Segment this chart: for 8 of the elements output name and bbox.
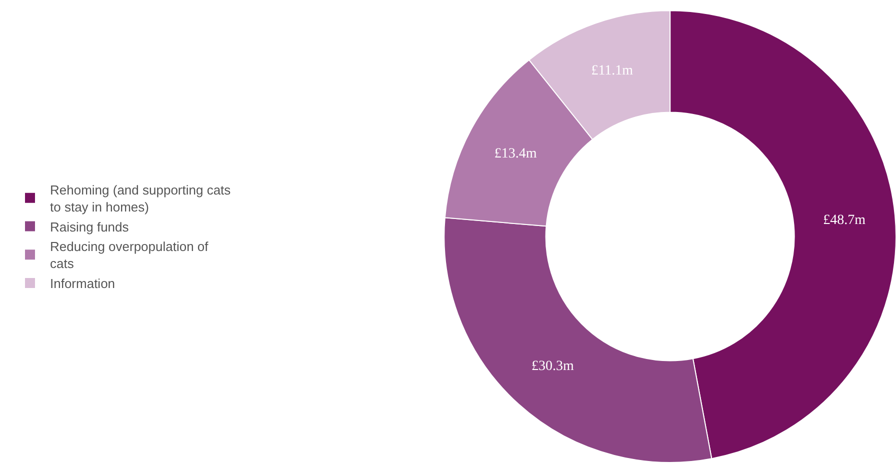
legend-label: Reducing overpopulation of cats [50, 239, 209, 272]
data-label: £30.3m [531, 358, 574, 374]
data-label: £48.7m [823, 212, 866, 228]
legend-label: Information [50, 276, 116, 292]
data-label: £13.4m [494, 146, 537, 162]
legend-label: Raising funds [50, 219, 130, 234]
legend-label: Rehoming (and supporting cats to stay in homes) [50, 182, 232, 214]
data-label: £11.1m [591, 64, 634, 79]
